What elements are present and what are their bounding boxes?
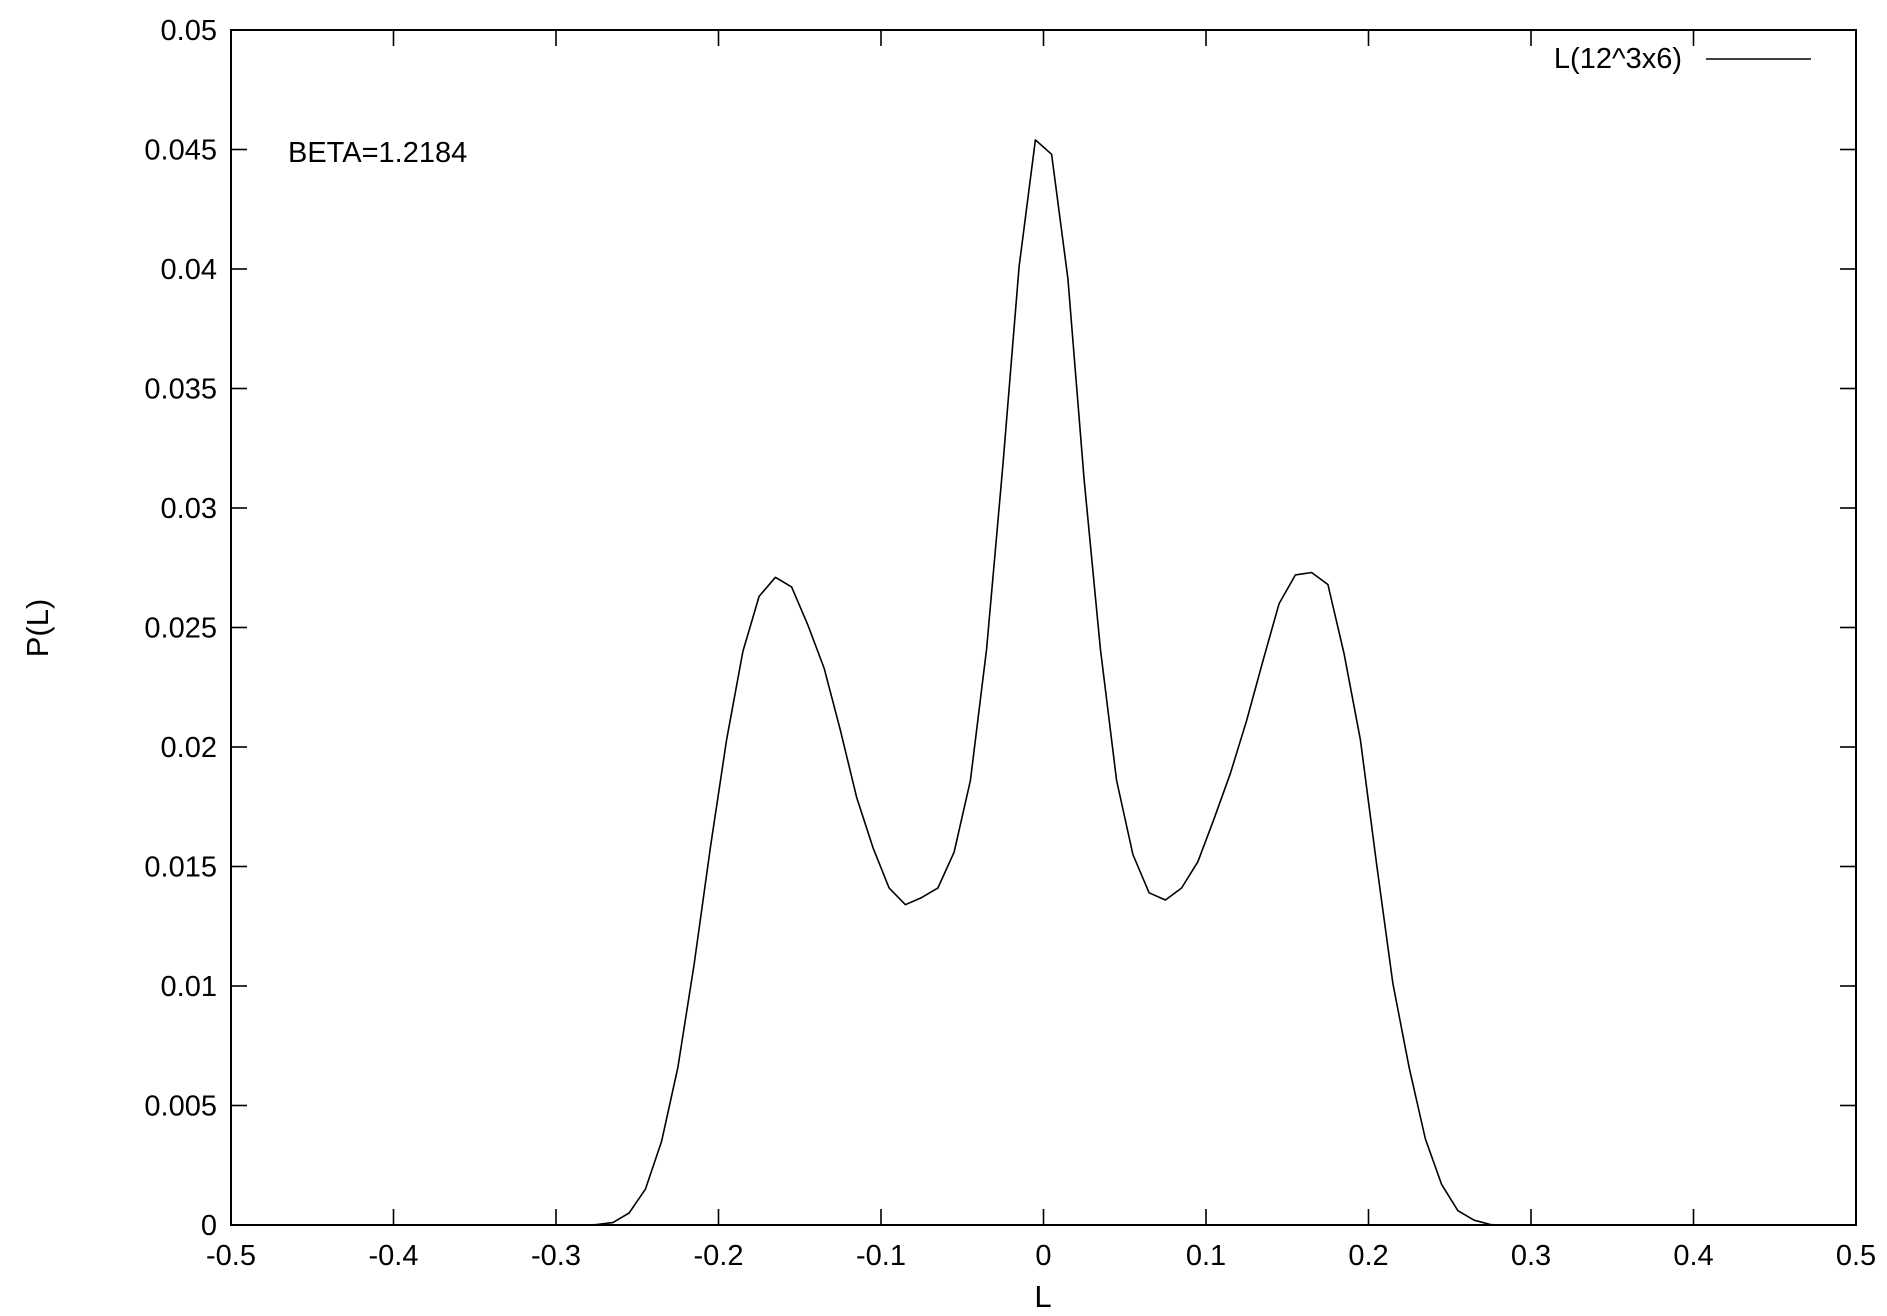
plot-frame	[230, 29, 1857, 1226]
x-tick-label: 0.2	[1348, 1240, 1388, 1272]
x-tick-label: 0.4	[1673, 1240, 1713, 1272]
y-tick-label: 0.03	[161, 493, 217, 525]
y-tick-label: 0.05	[161, 15, 217, 47]
x-tick-label: -0.5	[206, 1240, 256, 1272]
series-layer	[588, 139, 1499, 1226]
y-tick-label: 0	[201, 1210, 217, 1242]
y-tick-label: 0.005	[144, 1091, 217, 1123]
x-tick-label: -0.2	[694, 1240, 744, 1272]
y-tick-label: 0.02	[161, 732, 217, 764]
x-tick-label: -0.1	[856, 1240, 906, 1272]
legend-label: L(12^3x6)	[1554, 43, 1682, 75]
x-tick-label: -0.4	[369, 1240, 419, 1272]
x-tick-label: 0	[1035, 1240, 1051, 1272]
x-tick-label: 0.1	[1186, 1240, 1226, 1272]
y-axis-title: P(L)	[20, 599, 55, 658]
annotation-beta: BETA=1.2184	[288, 137, 467, 169]
x-tick-label: -0.3	[531, 1240, 581, 1272]
x-axis-ticks: -0.5 -0.4 -0.3 -0.2 -0.1 0 0.1 0.2 0.3 0.4 0.5	[206, 30, 1876, 1272]
legend: L(12^3x6)	[1554, 43, 1811, 75]
x-axis-title: L	[1034, 1279, 1051, 1314]
x-tick-label: 0.5	[1836, 1240, 1876, 1272]
y-tick-label: 0.045	[144, 135, 217, 167]
y-tick-label: 0.04	[161, 254, 217, 286]
series-line	[588, 139, 1499, 1226]
y-axis-ticks: 0 0.005 0.01 0.015 0.02 0.025 0.03 0.035 0.04 0.0…	[144, 15, 1856, 1242]
y-tick-label: 0.035	[144, 374, 217, 406]
y-tick-label: 0.01	[161, 971, 217, 1003]
y-tick-label: 0.015	[144, 852, 217, 884]
y-tick-label: 0.025	[144, 613, 217, 645]
x-tick-label: 0.3	[1511, 1240, 1551, 1272]
